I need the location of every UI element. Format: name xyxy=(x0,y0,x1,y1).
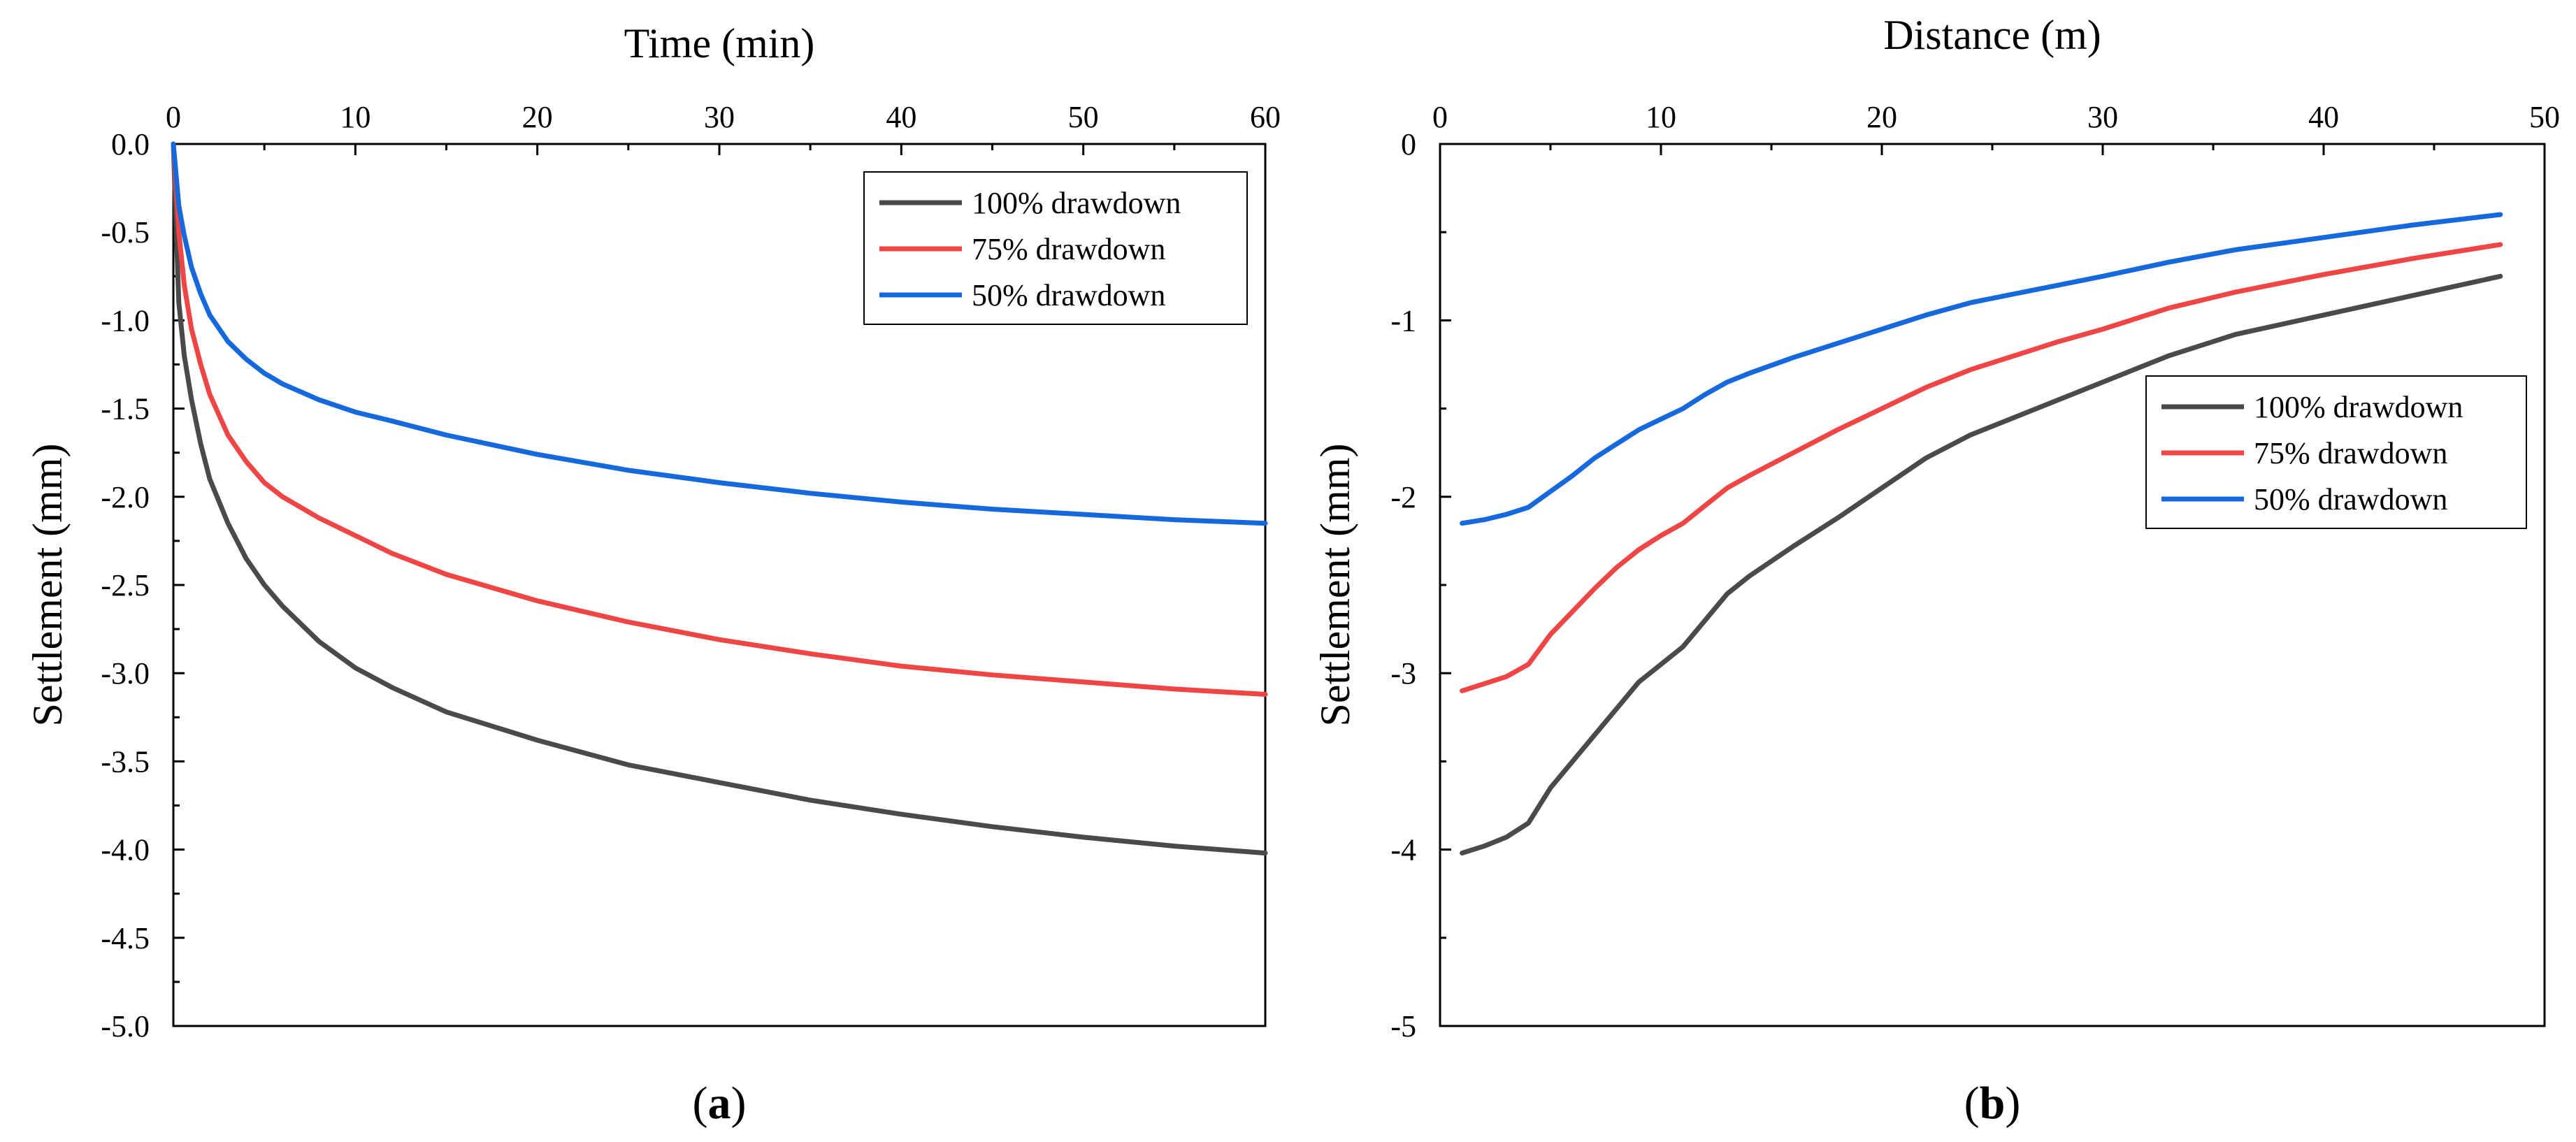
x-tick-label: 30 xyxy=(704,100,735,134)
x-axis-title: Distance (m) xyxy=(1883,12,2101,58)
x-tick-label: 20 xyxy=(1866,100,1897,134)
panel-label: (b) xyxy=(1964,1078,2021,1129)
panel-label: (a) xyxy=(693,1078,747,1129)
legend-entry: 75% drawdown xyxy=(2254,436,2447,470)
y-tick-label: 0.0 xyxy=(111,127,150,161)
legend-entry: 50% drawdown xyxy=(2254,482,2447,516)
series-line-1 xyxy=(1460,273,2503,856)
x-tick-label: 30 xyxy=(2087,100,2118,134)
y-tick-label: -2.0 xyxy=(101,480,150,514)
x-tick-label: 40 xyxy=(886,100,916,134)
x-tick-label: 0 xyxy=(166,100,181,134)
x-tick-label: 50 xyxy=(2529,100,2560,134)
y-tick-label: -4.0 xyxy=(101,833,150,867)
y-tick-label: -2 xyxy=(1390,480,1416,514)
x-tick-label: 50 xyxy=(1068,100,1099,134)
y-tick-label: -1 xyxy=(1390,303,1416,338)
y-tick-label: -5 xyxy=(1390,1009,1416,1043)
chart-panel-b: 0 10 20 30 40 50 0 -1 -2 -3 -4 -5 Distance (m) Settle… xyxy=(1312,12,2560,1129)
y-tick-label: -1.5 xyxy=(101,392,150,426)
y-tick-label: 0 xyxy=(1401,127,1416,161)
x-tick-label: 10 xyxy=(1646,100,1676,134)
x-tick-label: 40 xyxy=(2308,100,2339,134)
legend-entry: 50% drawdown xyxy=(972,278,1165,312)
y-tick-label: -0.5 xyxy=(101,215,150,250)
y-tick-label: -2.5 xyxy=(101,568,150,602)
series-line-3 xyxy=(171,141,1268,526)
y-axis-title: Settlement (mm) xyxy=(24,444,71,727)
series-line-2 xyxy=(1460,242,2503,693)
series-line-3 xyxy=(1460,212,2503,526)
y-tick-label: -3.5 xyxy=(101,744,150,779)
legend-entry: 75% drawdown xyxy=(972,232,1165,266)
x-tick-label: 60 xyxy=(1250,100,1281,134)
series-line-2 xyxy=(171,141,1268,697)
legend: 100% drawdown 75% drawdown 50% drawdown xyxy=(2145,375,2527,529)
y-tick-label: -3.0 xyxy=(101,656,150,691)
chart-panel-a: 0 10 20 30 40 50 60 0.0 -0.5 -1.0 -1.5 -2.0 -2.5 -3.0… xyxy=(24,20,1281,1129)
y-tick-label: -4.5 xyxy=(101,921,150,955)
x-tick-label: 20 xyxy=(522,100,553,134)
y-tick-label: -3 xyxy=(1390,656,1416,691)
legend-entry: 100% drawdown xyxy=(972,186,1181,220)
x-tick-label: 0 xyxy=(1432,100,1448,134)
plot-frame xyxy=(1439,143,2546,1027)
legend-entry: 100% drawdown xyxy=(2254,390,2463,424)
series-line-1 xyxy=(171,141,1268,856)
x-axis-title: Time (min) xyxy=(624,20,815,66)
y-tick-label: -1.0 xyxy=(101,303,150,338)
legend: 100% drawdown 75% drawdown 50% drawdown xyxy=(863,171,1248,325)
y-axis-title: Settlement (mm) xyxy=(1312,444,1358,727)
y-tick-label: -5.0 xyxy=(101,1009,150,1043)
x-tick-label: 10 xyxy=(340,100,370,134)
y-tick-label: -4 xyxy=(1390,833,1416,867)
